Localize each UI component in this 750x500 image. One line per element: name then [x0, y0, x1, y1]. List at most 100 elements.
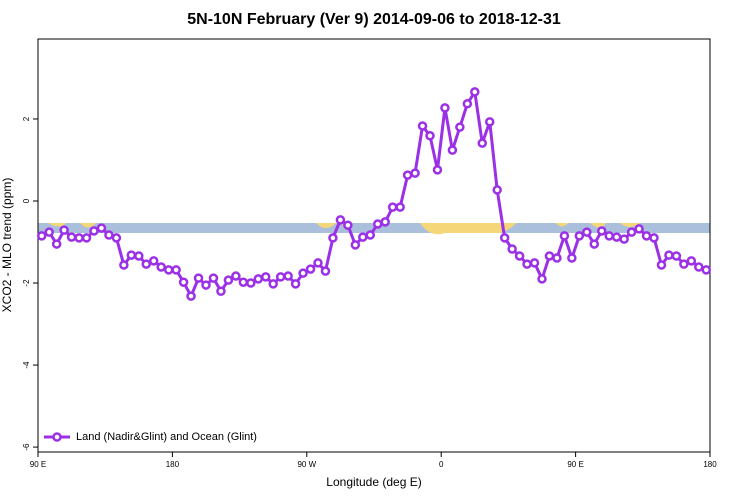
data-point: [59, 225, 69, 235]
data-point: [350, 240, 361, 250]
data-point: [634, 224, 644, 234]
data-point: [193, 273, 204, 283]
data-point: [89, 226, 99, 236]
data-point: [163, 265, 174, 275]
data-point: [372, 219, 383, 229]
data-point: [335, 215, 346, 225]
data-point: [425, 131, 435, 141]
data-point: [582, 227, 592, 237]
data-point: [111, 233, 122, 243]
data-point: [134, 251, 144, 261]
data-point: [701, 265, 712, 275]
data-point: [201, 280, 211, 290]
x-tick-label: 90 E: [30, 460, 46, 469]
data-point: [320, 266, 331, 276]
data-point: [298, 268, 308, 278]
data-point: [574, 231, 585, 241]
data-point: [529, 258, 540, 268]
data-point: [74, 233, 84, 243]
data-point: [552, 253, 562, 263]
data-point: [260, 272, 271, 282]
data-point: [343, 220, 353, 230]
data-point: [484, 117, 495, 127]
data-point: [694, 262, 704, 272]
x-tick-label: 90 E: [567, 460, 583, 469]
x-tick-label: 180: [166, 460, 180, 469]
y-tick-label: 0: [22, 198, 31, 203]
data-point: [567, 253, 577, 263]
data-point: [283, 271, 293, 281]
data-point: [66, 232, 77, 242]
data-point: [156, 262, 166, 272]
y-tick-label: -4: [22, 361, 31, 369]
data-point: [81, 233, 92, 243]
data-point: [223, 275, 234, 285]
data-point: [51, 239, 62, 249]
y-tick-label: -6: [22, 443, 31, 451]
data-point: [208, 273, 219, 283]
data-point: [686, 256, 697, 266]
data-point: [238, 277, 249, 287]
data-point: [664, 250, 674, 260]
data-point: [410, 168, 420, 178]
data-point: [432, 165, 443, 175]
data-point: [671, 251, 682, 261]
data-point: [649, 233, 659, 243]
data-point: [104, 230, 114, 240]
data-point: [462, 99, 473, 109]
data-point: [44, 227, 54, 237]
data-point: [470, 87, 480, 97]
data-point: [328, 233, 338, 243]
data-point: [492, 185, 502, 195]
data-point: [305, 264, 316, 274]
data-point: [447, 145, 458, 155]
data-point: [96, 223, 107, 233]
data-point: [178, 277, 189, 287]
plot-frame: [37, 38, 711, 453]
series-line: [41, 90, 707, 298]
data-point: [544, 251, 555, 261]
data-point: [522, 259, 532, 269]
data-point: [417, 121, 428, 131]
data-point: [507, 244, 517, 254]
data-point: [656, 260, 667, 270]
legend-marker: [52, 432, 62, 442]
data-point: [246, 278, 256, 288]
data-point: [186, 291, 196, 301]
data-point: [559, 231, 570, 241]
data-point: [596, 226, 607, 236]
data-point: [171, 265, 181, 275]
data-point: [275, 272, 286, 282]
data-point: [395, 202, 405, 212]
data-point: [537, 274, 547, 284]
data-point: [148, 256, 159, 266]
x-tick-label: 180: [703, 460, 717, 469]
data-point: [290, 279, 301, 289]
y-axis-label: XCO2 - MLO trend (ppm): [0, 178, 14, 313]
data-point: [380, 217, 390, 227]
x-axis-label: Longitude (deg E): [326, 475, 421, 489]
y-tick-label: -2: [22, 279, 31, 287]
data-point: [126, 250, 137, 260]
y-tick-label: 2: [22, 116, 31, 121]
data-point: [477, 138, 488, 148]
data-point: [216, 286, 226, 296]
data-point: [402, 170, 413, 180]
data-point: [455, 122, 465, 132]
data-point: [589, 239, 600, 249]
chart-title: 5N-10N February (Ver 9) 2014-09-06 to 20…: [187, 11, 561, 28]
legend-label: Land (Nadir&Glint) and Ocean (Glint): [76, 431, 257, 443]
data-point: [499, 233, 510, 243]
data-point: [619, 234, 629, 244]
data-point: [141, 259, 152, 269]
data-point: [365, 230, 376, 240]
data-point: [641, 231, 652, 241]
data-point: [268, 279, 278, 289]
data-point: [514, 251, 525, 261]
data-point: [679, 259, 689, 269]
data-point: [604, 231, 614, 241]
data-point: [119, 260, 129, 270]
legend: Land (Nadir&Glint) and Ocean (Glint): [44, 431, 257, 443]
data-point: [611, 232, 622, 242]
data-point: [231, 271, 241, 281]
